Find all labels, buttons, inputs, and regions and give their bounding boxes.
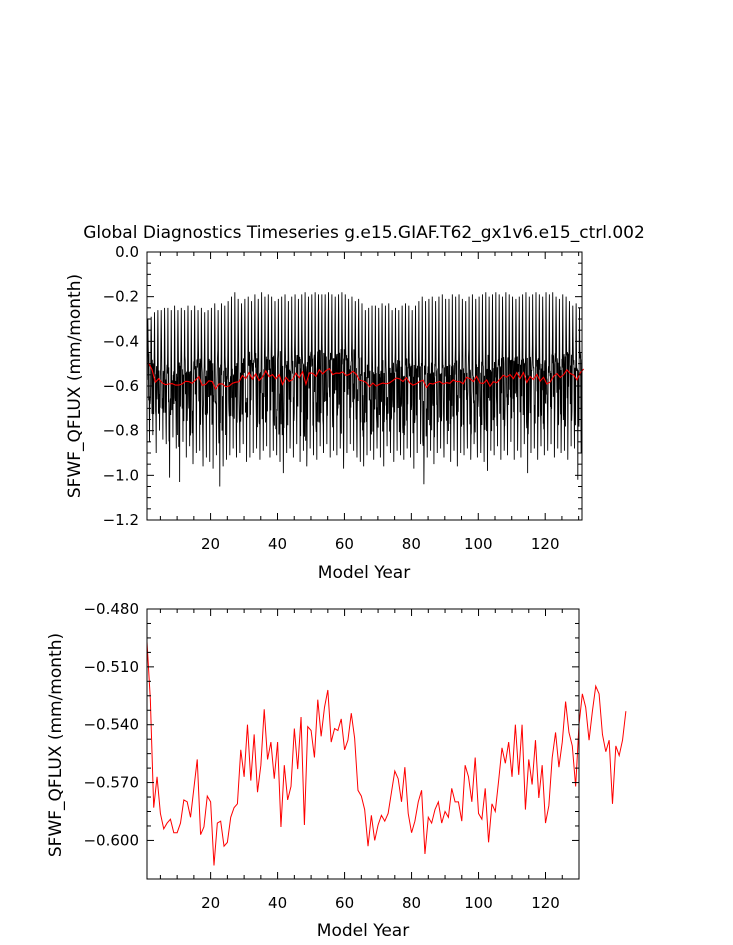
top-y-tick-label: −0.4 bbox=[103, 332, 139, 350]
top-y-tick-label: 0.0 bbox=[115, 243, 139, 261]
top-y-tick-label: −0.2 bbox=[103, 288, 139, 306]
top-panel: Global Diagnostics Timeseries g.e15.GIAF… bbox=[65, 223, 645, 583]
top-y-tick-label: −0.8 bbox=[103, 422, 139, 440]
bottom-panel: 20 40 60 80 100 120 −0.600 −0.570 −0.540 −0.510 −… bbox=[46, 600, 626, 941]
bottom-x-tick-label: 120 bbox=[531, 894, 560, 912]
bottom-y-tick-label: −0.510 bbox=[83, 658, 139, 676]
bottom-x-tick-label: 100 bbox=[464, 894, 493, 912]
top-x-axis-label: Model Year bbox=[318, 563, 410, 583]
chart-title: Global Diagnostics Timeseries g.e15.GIAF… bbox=[83, 223, 645, 243]
bottom-x-tick-label: 80 bbox=[402, 894, 421, 912]
top-y-tick-label: −1.0 bbox=[103, 466, 139, 484]
top-x-tick-label: 120 bbox=[531, 535, 560, 553]
bottom-x-tick-label: 60 bbox=[335, 894, 354, 912]
top-x-tick-label: 100 bbox=[464, 535, 493, 553]
bottom-x-axis-label: Model Year bbox=[317, 921, 409, 941]
top-y-tick-label: −0.6 bbox=[103, 377, 139, 395]
top-y-axis-label: SFWF_QFLUX (mm/month) bbox=[65, 274, 85, 498]
annual-mean-line bbox=[147, 642, 626, 866]
bottom-x-tick-label: 40 bbox=[268, 894, 287, 912]
top-x-tick-label: 60 bbox=[335, 535, 354, 553]
top-y-tick-label: −1.2 bbox=[103, 511, 139, 529]
top-x-tick-label: 20 bbox=[201, 535, 220, 553]
bottom-y-tick-label: −0.570 bbox=[83, 774, 139, 792]
bottom-y-tick-label: −0.540 bbox=[83, 716, 139, 734]
bottom-x-tick-label: 20 bbox=[201, 894, 220, 912]
figure: Global Diagnostics Timeseries g.e15.GIAF… bbox=[0, 0, 733, 945]
bottom-y-tick-label: −0.600 bbox=[83, 831, 139, 849]
top-x-tick-label: 80 bbox=[402, 535, 421, 553]
top-x-tick-label: 40 bbox=[268, 535, 287, 553]
bottom-y-axis-label: SFWF_QFLUX (mm/month) bbox=[46, 633, 66, 857]
bottom-y-tick-label: −0.480 bbox=[83, 600, 139, 618]
monthly-series-line bbox=[147, 292, 582, 486]
